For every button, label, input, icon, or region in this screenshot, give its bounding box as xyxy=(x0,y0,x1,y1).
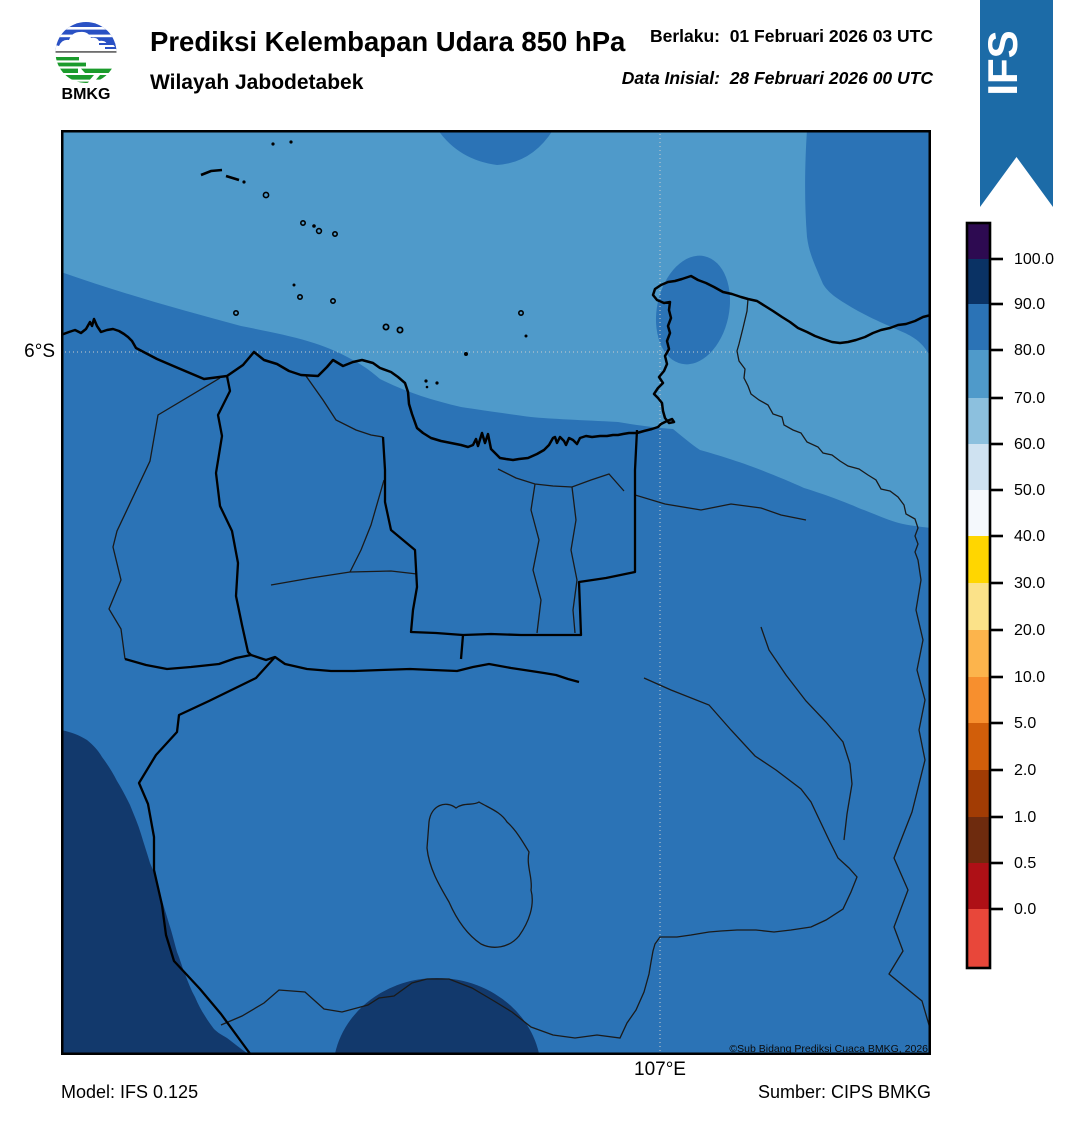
svg-text:5.0: 5.0 xyxy=(1014,715,1036,732)
svg-text:30.0: 30.0 xyxy=(1014,575,1045,592)
svg-text:50.0: 50.0 xyxy=(1014,482,1045,499)
svg-text:2.0: 2.0 xyxy=(1014,762,1036,779)
svg-text:90.0: 90.0 xyxy=(1014,296,1045,313)
svg-text:40.0: 40.0 xyxy=(1014,528,1045,545)
svg-text:10.0: 10.0 xyxy=(1014,669,1045,686)
svg-text:IFS: IFS xyxy=(980,30,1026,95)
svg-text:60.0: 60.0 xyxy=(1014,436,1045,453)
svg-text:0.0: 0.0 xyxy=(1014,901,1036,918)
svg-text:100.0: 100.0 xyxy=(1014,251,1054,268)
svg-text:0.5: 0.5 xyxy=(1014,855,1036,872)
svg-text:1.0: 1.0 xyxy=(1014,809,1036,826)
svg-text:BMKG: BMKG xyxy=(62,86,111,103)
svg-text:20.0: 20.0 xyxy=(1014,622,1045,639)
svg-text:80.0: 80.0 xyxy=(1014,342,1045,359)
svg-text:70.0: 70.0 xyxy=(1014,390,1045,407)
svg-text:©Sub Bidang Prediksi Cuaca BMK: ©Sub Bidang Prediksi Cuaca BMKG, 2026 xyxy=(729,1043,928,1055)
